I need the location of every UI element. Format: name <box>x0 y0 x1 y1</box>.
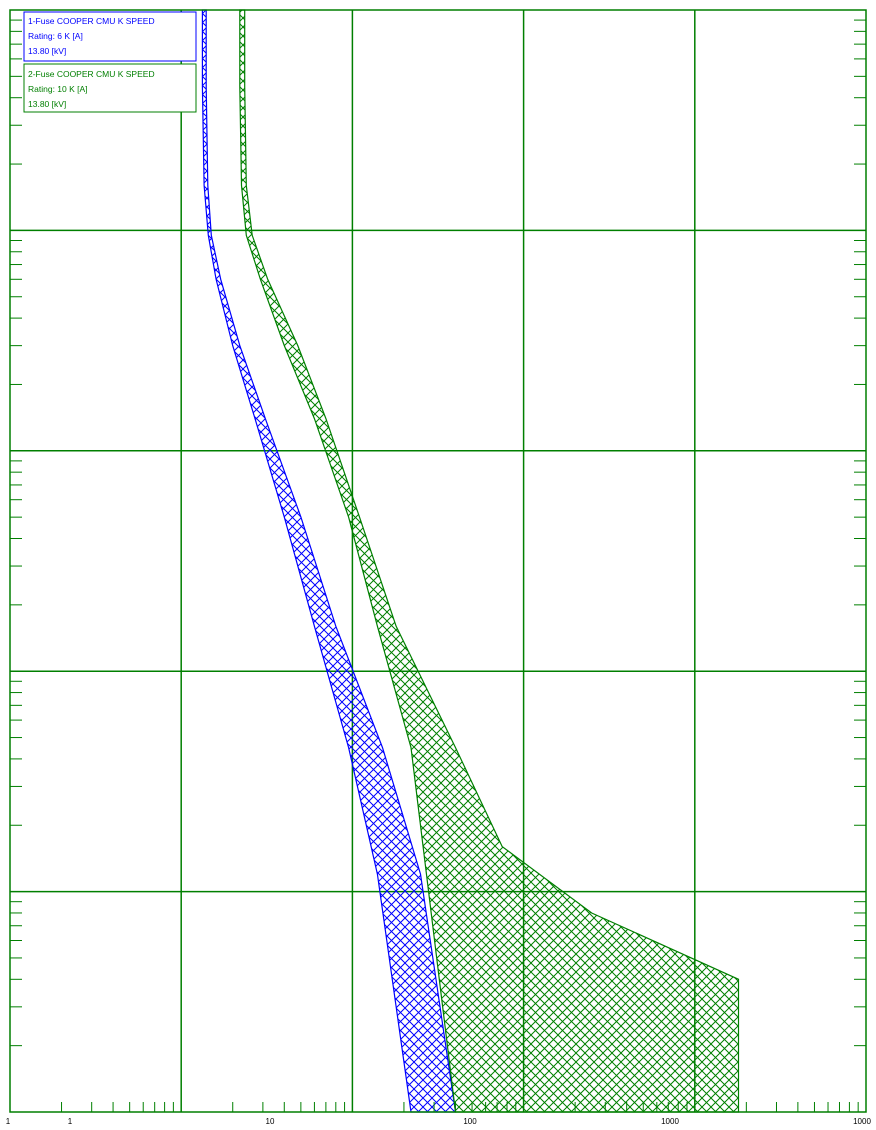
x-tick-label-10: 10 <box>266 1117 275 1126</box>
legend-line-series-2-voltage: 13.80 [kV] <box>28 99 66 109</box>
legend-series-2: 2-Fuse COOPER CMU K SPEED Rating: 10 K [… <box>23 63 197 113</box>
x-tick-label-1000: 1000 <box>661 1117 679 1126</box>
legend-line-series-1-name: 1-Fuse COOPER CMU K SPEED <box>28 16 155 26</box>
x-tick-label-left-edge: 1 <box>6 1117 11 1126</box>
x-axis-ticks <box>61 1102 859 1112</box>
x-tick-label-100: 100 <box>463 1117 477 1126</box>
legend: 1-Fuse COOPER CMU K SPEED Rating: 6 K [A… <box>23 11 197 113</box>
x-tick-label-right-edge: 1000 <box>853 1117 871 1126</box>
legend-line-series-2-rating: Rating: 10 K [A] <box>28 84 88 94</box>
gridlines <box>10 10 866 1112</box>
fuse-band-series-2 <box>239 9 740 1113</box>
legend-line-series-1-rating: Rating: 6 K [A] <box>28 31 83 41</box>
x-tick-labels: 1 1 10 100 1000 1000 <box>6 1117 872 1126</box>
legend-series-1: 1-Fuse COOPER CMU K SPEED Rating: 6 K [A… <box>23 11 197 62</box>
legend-box-series-1 <box>23 11 197 62</box>
plot-frame <box>9 9 867 1113</box>
legend-line-series-2-name: 2-Fuse COOPER CMU K SPEED <box>28 69 155 79</box>
legend-box-series-2 <box>23 63 197 113</box>
x-tick-label-1: 1 <box>68 1117 73 1126</box>
legend-line-series-1-voltage: 13.80 [kV] <box>28 46 66 56</box>
